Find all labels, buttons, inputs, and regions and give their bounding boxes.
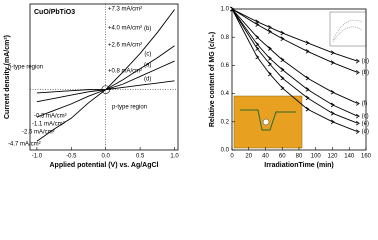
marker bbox=[255, 34, 260, 40]
marker bbox=[280, 85, 285, 91]
marker bbox=[305, 48, 310, 54]
x-tick-label: 140 bbox=[344, 154, 355, 160]
x-tick-label: 20 bbox=[245, 154, 252, 160]
x-tick-label: 100 bbox=[311, 154, 322, 160]
marker bbox=[255, 46, 260, 51]
marker bbox=[305, 75, 310, 81]
marker bbox=[355, 58, 360, 64]
marker bbox=[355, 120, 360, 126]
annotation: -4.7 mA/cm² bbox=[8, 142, 41, 148]
marker bbox=[355, 113, 360, 119]
marker bbox=[355, 129, 360, 135]
annotation: +0.8 mA/cm² bbox=[108, 69, 142, 75]
y-tick-label: 0.0 bbox=[221, 148, 230, 154]
y-tick-label: 0.8 bbox=[221, 35, 230, 41]
series-label: (b) bbox=[144, 26, 151, 32]
marker bbox=[305, 106, 310, 112]
series-label: (c) bbox=[362, 114, 369, 120]
marker bbox=[280, 36, 285, 41]
marker bbox=[280, 30, 285, 36]
x-tick-label: 80 bbox=[296, 154, 303, 160]
series-line bbox=[36, 80, 175, 94]
x-tick-label: 0.5 bbox=[136, 154, 145, 160]
series-label: (d) bbox=[362, 129, 369, 135]
annotation: -0.3 mA/cm² bbox=[34, 114, 67, 120]
plot-frame bbox=[29, 3, 179, 151]
annotation: n-type region bbox=[8, 65, 43, 71]
x-tick-label: 120 bbox=[327, 154, 338, 160]
marker bbox=[267, 71, 272, 77]
background bbox=[0, 0, 378, 172]
marker bbox=[280, 57, 285, 63]
marker bbox=[330, 60, 335, 65]
marker bbox=[355, 101, 360, 106]
marker bbox=[280, 67, 285, 72]
chart-title: CuO/PbTiO3 bbox=[34, 9, 75, 16]
figure: CuO/PbTiO3 Applied potential (V) vs. Ag/A… bbox=[0, 0, 378, 172]
annotation: +4.0 mA/cm² bbox=[108, 26, 142, 32]
marker bbox=[255, 54, 260, 60]
series-label: (d) bbox=[144, 77, 151, 83]
y-axis-label: Current density (mA/cm²) bbox=[4, 35, 11, 119]
x-axis-label: Applied potential (V) vs. Ag/AgCl bbox=[49, 162, 158, 169]
annotation: p-type region bbox=[112, 105, 147, 111]
x-tick-label: 0.0 bbox=[102, 154, 111, 160]
marker bbox=[267, 29, 272, 34]
series-label: (f) bbox=[362, 101, 368, 107]
series-line bbox=[231, 8, 358, 104]
marker bbox=[255, 41, 260, 47]
marker bbox=[267, 24, 272, 30]
marker bbox=[280, 75, 285, 81]
x-tick-label: 160 bbox=[361, 154, 372, 160]
marker bbox=[267, 46, 272, 51]
y-tick-label: 1.0 bbox=[221, 7, 230, 13]
series-line bbox=[231, 8, 358, 117]
marker bbox=[255, 22, 260, 27]
marker bbox=[330, 119, 335, 125]
series-line bbox=[231, 8, 358, 73]
y-tick-label: 0.2 bbox=[221, 119, 230, 125]
marker bbox=[305, 87, 310, 92]
marker bbox=[330, 111, 335, 116]
series-label: (a) bbox=[362, 59, 369, 65]
x-axis-label: IrradiationTime (min) bbox=[264, 162, 334, 169]
x-tick-label: 40 bbox=[262, 154, 269, 160]
marker bbox=[330, 89, 335, 95]
marker bbox=[305, 95, 310, 101]
annotation: -1.1 mA/cm² bbox=[32, 122, 65, 128]
y-tick-label: 0.4 bbox=[221, 91, 230, 97]
series-label: (e) bbox=[362, 121, 369, 127]
marker bbox=[267, 56, 272, 61]
marker bbox=[267, 61, 272, 67]
x-tick-label: 0 bbox=[230, 154, 234, 160]
series-line bbox=[231, 8, 358, 133]
x-tick-label: 60 bbox=[279, 154, 286, 160]
y-tick-label: 0.6 bbox=[221, 63, 230, 69]
series-line bbox=[231, 8, 358, 62]
marker bbox=[305, 40, 310, 46]
x-tick-label: -0.5 bbox=[66, 154, 77, 160]
series-label: (b) bbox=[362, 70, 369, 76]
marker bbox=[355, 70, 360, 75]
series-label: (c) bbox=[144, 51, 151, 57]
series-label: (a) bbox=[144, 62, 151, 68]
marker bbox=[330, 50, 335, 56]
y-axis-label: Relative content of MG (c/c₀) bbox=[209, 32, 216, 127]
marker bbox=[230, 6, 235, 12]
annotation: +2.6 mA/cm² bbox=[108, 43, 142, 49]
inset-right bbox=[233, 11, 367, 149]
x-tick-label: 1.0 bbox=[170, 154, 179, 160]
annotation: +7.3 mA/cm² bbox=[108, 7, 142, 13]
marker bbox=[330, 102, 335, 108]
annotation: -2.5 mA/cm² bbox=[22, 130, 55, 136]
x-tick-label: -1.0 bbox=[32, 154, 43, 160]
series-line bbox=[231, 8, 358, 124]
